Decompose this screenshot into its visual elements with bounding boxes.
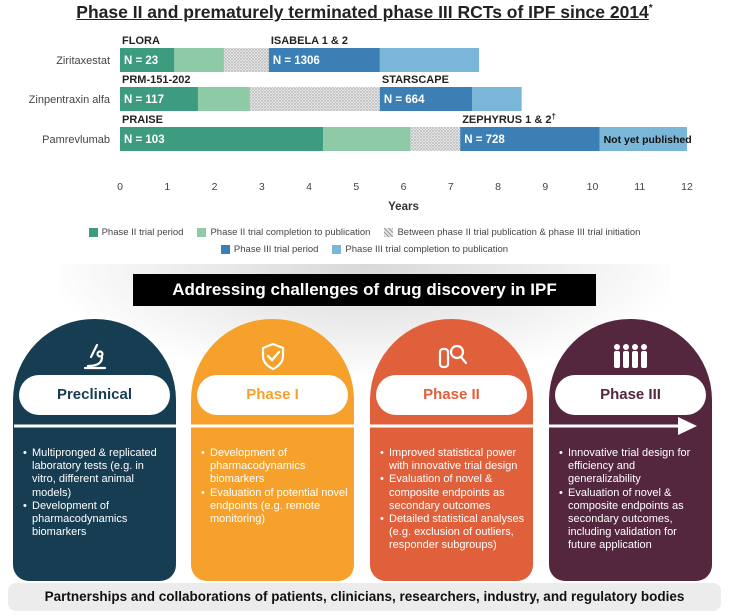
title-footnote-marker: * xyxy=(648,3,653,14)
sample-size-label: N = 103 xyxy=(124,134,165,146)
bullet-item: Evaluation of novel & composite endpoint… xyxy=(380,473,527,513)
legend-item: Phase II trial period xyxy=(88,226,184,238)
bullet-list: Innovative trial design for efficiency a… xyxy=(559,447,706,553)
microscope-icon xyxy=(80,341,110,376)
legend-label: Phase III trial completion to publicatio… xyxy=(345,243,509,255)
legend-label: Phase II trial completion to publication xyxy=(210,226,371,238)
bullet-item: Improved statistical power with innovati… xyxy=(380,447,527,473)
x-tick-label: 6 xyxy=(401,181,407,193)
bullet-item: Innovative trial design for efficiency a… xyxy=(559,447,706,487)
trial-footnote-marker: † xyxy=(551,112,555,121)
bar-segment-p2-period xyxy=(120,48,175,72)
x-tick-label: 9 xyxy=(542,181,548,193)
trial-name-label: PRM-151-202 xyxy=(122,74,190,86)
sample-size-label: N = 117 xyxy=(124,94,164,106)
legend-swatch xyxy=(220,244,230,254)
x-axis-label: Years xyxy=(388,201,419,213)
timeline-chart: Ziritaxestat N = 23 N = 1306 FLORA ISABELA 1… xyxy=(29,35,693,213)
trial-name-label: FLORA xyxy=(122,35,160,47)
phase-title: Phase II xyxy=(376,375,527,415)
bar-segment-p3-period xyxy=(379,87,473,111)
bullet-list: Development of pharmacodynamics biomarke… xyxy=(201,447,348,526)
sample-size-label: N = 728 xyxy=(464,134,505,146)
bullet-list: Improved statistical power with innovati… xyxy=(380,447,527,553)
x-tick-label: 11 xyxy=(634,181,645,193)
phase-card-preclinical: Preclinical Multipronged & replicated la… xyxy=(13,319,176,581)
sample-size-label: N = 1306 xyxy=(273,55,320,67)
legend-swatch xyxy=(384,227,394,237)
bullet-item: Development of pharmacodynamics biomarke… xyxy=(201,447,348,487)
trial-name-label: ZEPHYRUS 1 & 2† xyxy=(462,112,556,126)
phase-card-phase-2: Phase II Improved statistical power with… xyxy=(370,319,533,581)
shield-check-icon xyxy=(258,341,288,376)
chart-title: Phase II and prematurely terminated phas… xyxy=(0,2,729,23)
bar-segment-between xyxy=(249,87,380,111)
legend-row: Phase III trial period Phase III trial co… xyxy=(0,242,729,256)
legend-row: Phase II trial period Phase II trial comp… xyxy=(0,225,729,239)
publication-status-label: Not yet published xyxy=(604,134,692,146)
legend-swatch xyxy=(197,227,207,237)
bar-segment-p3-pub xyxy=(599,127,687,151)
bar-segment-between xyxy=(410,127,461,151)
phase-title: Preclinical xyxy=(19,375,170,415)
phase-title: Phase I xyxy=(197,375,348,415)
x-tick-label: 3 xyxy=(259,181,265,193)
drug-label: Zinpentraxin alfa xyxy=(29,94,111,106)
phase-title: Phase III xyxy=(555,375,706,415)
bullet-item: Detailed statistical analyses (e.g. excl… xyxy=(380,513,527,553)
legend-item: Phase III trial period xyxy=(220,243,319,255)
drug-label: Ziritaxestat xyxy=(56,55,110,67)
bar-segment-p2-period xyxy=(120,87,198,111)
phase-card-phase-1: Phase I Development of pharmacodynamics … xyxy=(191,319,354,581)
x-tick-label: 2 xyxy=(212,181,218,193)
legend-item: Phase III trial completion to publicatio… xyxy=(332,244,508,255)
legend-item: Between phase II trial publication & pha… xyxy=(384,227,640,238)
people-group-icon xyxy=(611,341,651,376)
x-tick-label: 7 xyxy=(448,181,454,193)
drug-label: Pamrevlumab xyxy=(42,134,110,146)
bullet-item: Evaluation of novel & composite endpoint… xyxy=(559,487,706,553)
bar-segment-p2-pub xyxy=(197,87,250,111)
legend-swatch xyxy=(332,244,342,254)
x-tick-label: 0 xyxy=(117,181,123,193)
x-tick-label: 12 xyxy=(681,181,693,193)
legend-label: Phase II trial period xyxy=(101,226,184,238)
x-tick-label: 8 xyxy=(495,181,501,193)
x-tick-label: 5 xyxy=(353,181,359,193)
bar-segment-p2-period xyxy=(120,127,324,151)
legend-swatch xyxy=(88,227,98,237)
bar-segment-p3-pub xyxy=(472,87,522,111)
sample-size-label: N = 23 xyxy=(124,55,158,67)
bullet-list: Multipronged & replicated laboratory tes… xyxy=(23,447,170,539)
legend-label: Between phase II trial publication & pha… xyxy=(397,226,641,238)
bar-segment-p3-period xyxy=(268,48,380,72)
chart-legend: Phase II trial period Phase II trial comp… xyxy=(0,225,729,256)
progress-arrow xyxy=(14,417,697,435)
bar-segment-p3-pub xyxy=(379,48,480,72)
bar-segment-p2-pub xyxy=(174,48,224,72)
trial-name-label: STARSCAPE xyxy=(382,74,449,86)
section-banner: Addressing challenges of drug discovery … xyxy=(133,274,596,306)
footer-banner: Partnerships and collaborations of patie… xyxy=(8,583,721,611)
trial-name-label: ISABELA 1 & 2 xyxy=(271,35,348,47)
x-tick-label: 10 xyxy=(587,181,599,193)
x-tick-label: 4 xyxy=(306,181,312,193)
bar-segment-p2-pub xyxy=(323,127,411,151)
bullet-item: Evaluation of potential novel endpoints … xyxy=(201,487,348,527)
sample-size-label: N = 664 xyxy=(384,94,425,106)
legend-label: Phase III trial period xyxy=(233,243,319,255)
bullet-item: Development of pharmacodynamics biomarke… xyxy=(23,500,170,540)
phase-card-phase-3: Phase III Innovative trial design for ef… xyxy=(549,319,712,581)
legend-item: Phase II trial completion to publication xyxy=(197,227,370,238)
chart-title-text: Phase II and prematurely terminated phas… xyxy=(76,2,649,22)
bullet-item: Multipronged & replicated laboratory tes… xyxy=(23,447,170,500)
x-tick-label: 1 xyxy=(164,181,170,193)
test-tube-search-icon xyxy=(436,341,468,376)
bar-segment-p3-period xyxy=(460,127,600,151)
trial-name-label: PRAISE xyxy=(122,114,163,126)
bar-segment-between xyxy=(223,48,269,72)
